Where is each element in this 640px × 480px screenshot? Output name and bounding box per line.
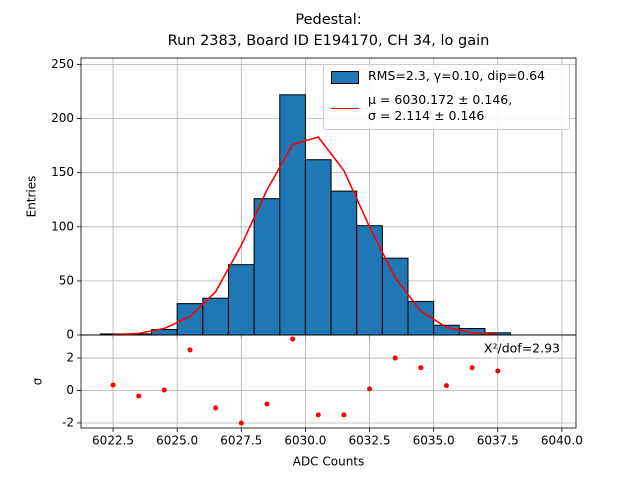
bar xyxy=(330,190,358,336)
bar xyxy=(356,225,383,336)
legend-swatch xyxy=(331,71,359,84)
y-tick-label: 150 xyxy=(51,165,74,179)
x-tick-label: 6030.0 xyxy=(284,434,326,448)
residual-point xyxy=(264,401,270,407)
x-tick-label: 6025.0 xyxy=(156,434,198,448)
bar xyxy=(279,94,306,336)
legend-line xyxy=(331,108,359,109)
residual-point xyxy=(213,405,219,411)
bar xyxy=(381,257,409,336)
y-tick-label: 0 xyxy=(66,383,74,397)
axes-frame xyxy=(80,334,577,429)
bar xyxy=(304,159,332,336)
chart-title: Pedestal: Run 2383, Board ID E194170, CH… xyxy=(167,12,490,49)
y-tick-label: 100 xyxy=(51,219,74,233)
y-tick-label: 0 xyxy=(66,328,74,342)
y-tick-label: 2 xyxy=(66,351,74,365)
residual-point xyxy=(495,368,501,374)
x-tick-label: 6032.5 xyxy=(349,434,391,448)
x-tick-label: 6027.5 xyxy=(220,434,262,448)
y-axis-label: σ xyxy=(31,377,45,385)
residual-point xyxy=(443,383,449,389)
residual-point xyxy=(367,386,373,392)
residual-point xyxy=(187,347,193,353)
y-tick-label: 50 xyxy=(59,273,74,287)
bar xyxy=(202,297,229,336)
residual-point xyxy=(290,336,296,342)
legend: RMS=2.3, γ=0.10, dip=0.64 μ = 6030.172 ±… xyxy=(323,64,570,130)
legend-label: RMS=2.3, γ=0.10, dip=0.64 xyxy=(368,68,546,83)
x-tick-label: 6040.0 xyxy=(541,434,583,448)
bar xyxy=(227,264,255,336)
y-axis-label: Entries xyxy=(25,176,39,218)
x-tick-label: 6035.0 xyxy=(413,434,455,448)
bar xyxy=(407,300,435,336)
x-axis-label: ADC Counts xyxy=(293,455,365,469)
residual-point xyxy=(238,420,244,426)
x-tick-label: 6022.5 xyxy=(92,434,134,448)
legend-label: μ = 6030.172 ± 0.146, σ = 2.114 ± 0.146 xyxy=(368,92,513,123)
residual-point xyxy=(469,365,475,371)
annotation: X²/dof=2.93 xyxy=(484,341,560,356)
y-tick-label: -2 xyxy=(62,415,74,429)
x-tick-label: 6037.5 xyxy=(477,434,519,448)
residual-point xyxy=(418,365,424,371)
residual-point xyxy=(136,393,142,399)
residual-point xyxy=(315,412,321,418)
residual-point xyxy=(341,412,347,418)
fit-line xyxy=(113,136,498,336)
bar xyxy=(253,198,281,336)
residual-point xyxy=(161,387,167,393)
y-tick-label: 250 xyxy=(51,57,74,71)
y-tick-label: 200 xyxy=(51,111,74,125)
residual-point xyxy=(392,355,398,361)
residual-point xyxy=(110,382,116,388)
